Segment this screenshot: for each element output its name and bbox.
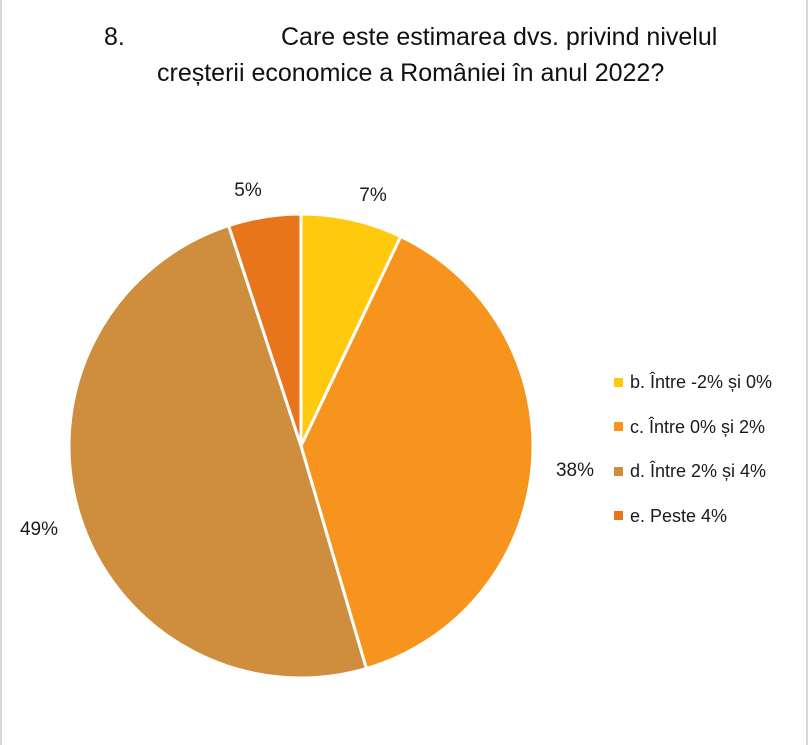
- legend-swatch-1: [614, 377, 623, 387]
- legend-label-4: e. Peste 4%: [630, 505, 728, 526]
- legend-label-1: b. Între -2% și 0%: [630, 372, 773, 392]
- page-border-left: [0, 0, 2, 745]
- chart-title-line-1: Care este estimarea dvs. privind nivelul: [281, 23, 718, 51]
- pie-slices: [67, 212, 535, 680]
- legend-swatch-4: [614, 511, 623, 520]
- pie-slice-1: [299, 212, 403, 448]
- legend-swatch-3: [614, 466, 623, 476]
- pie-slice-4: [227, 212, 303, 448]
- legend-swatch-2: [614, 422, 623, 431]
- pie-slice-3: [67, 224, 368, 680]
- slice-value-label-2: 38%: [556, 460, 594, 481]
- legend-item-2: c. Între 0% și 2%: [614, 416, 772, 438]
- legend-label-3: d. Între 2% și 4%: [630, 461, 767, 481]
- legend-item-4: e. Peste 4%: [614, 505, 772, 527]
- question-number: 8.: [104, 23, 125, 51]
- slice-value-label-4: 5%: [234, 180, 262, 201]
- slice-value-label-1: 7%: [359, 185, 387, 206]
- legend-item-3: d. Între 2% și 4%: [614, 460, 772, 482]
- legend-item-1: b. Între -2% și 0%: [614, 371, 772, 393]
- pie-slice-2: [299, 235, 535, 671]
- chart-legend: b. Între -2% și 0% c. Între 0% și 2% d. În…: [614, 371, 772, 549]
- chart-title-line-2: creșterii economice a României în anul 2…: [157, 59, 665, 87]
- slice-value-label-3: 49%: [20, 519, 58, 540]
- pie-value-labels: 7% 38% 49% 5%: [20, 180, 594, 540]
- legend-label-2: c. Între 0% și 2%: [630, 416, 766, 437]
- page-border-right: [806, 0, 808, 745]
